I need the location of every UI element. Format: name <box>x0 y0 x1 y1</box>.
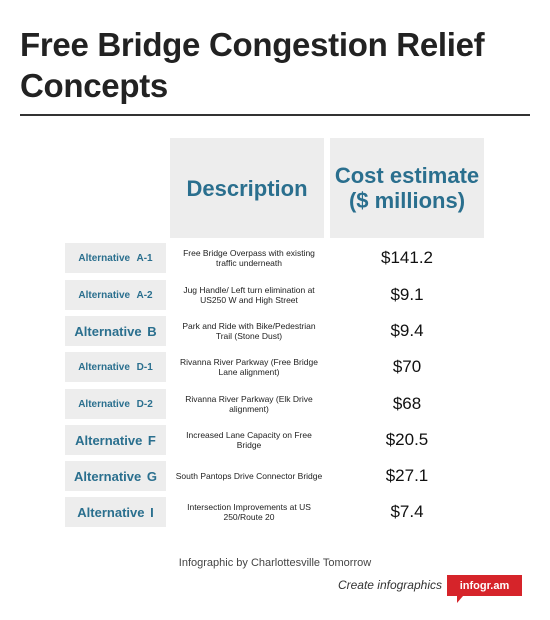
page-title: Free Bridge Congestion Relief Concepts <box>20 26 485 104</box>
description-cell: Rivanna River Parkway (Free Bridge Lane … <box>180 357 318 377</box>
cost-cell: $70 <box>392 357 422 376</box>
table-row: Alternative D-2 Rivanna River Parkway (E… <box>65 389 485 419</box>
alternative-label: Alternative D-2 <box>65 389 166 419</box>
cost-cell: $9.1 <box>390 285 424 304</box>
table-row: Alternative F Increased Lane Capacity on… <box>65 425 485 455</box>
description-cell: Rivanna River Parkway (Elk Drive alignme… <box>185 394 313 414</box>
alternative-label: Alternative B <box>65 316 166 346</box>
description-cell: Jug Handle/ Left turn elimination at US2… <box>183 285 315 305</box>
description-cell: Park and Ride with Bike/Pedestrian Trail… <box>182 321 316 341</box>
cost-cell: $141.2 <box>381 248 433 267</box>
infographic-credit: Infographic by Charlottesville Tomorrow <box>178 557 372 569</box>
description-cell: Free Bridge Overpass with existing traff… <box>183 248 315 268</box>
alternative-label: Alternative F <box>65 425 166 455</box>
infogram-logo-link[interactable]: infogr.am <box>447 575 522 596</box>
table-row: Alternative I Intersection Improvements … <box>65 497 485 527</box>
cost-cell: $68 <box>392 394 422 413</box>
cost-cell: $27.1 <box>385 466 429 485</box>
cost-cell: $9.4 <box>390 321 424 340</box>
table-row: Alternative D-1 Rivanna River Parkway (F… <box>65 352 485 382</box>
cost-cell: $7.4 <box>390 502 424 521</box>
badge-tail-icon <box>457 596 463 603</box>
description-column-header: Description <box>170 138 324 238</box>
alternative-label: Alternative I <box>65 497 166 527</box>
title-divider <box>20 114 530 116</box>
alternative-label: Alternative D-1 <box>65 352 166 382</box>
description-cell: South Pantops Drive Connector Bridge <box>175 471 323 481</box>
table-row: Alternative A-1 Free Bridge Overpass wit… <box>65 243 485 273</box>
table-row: Alternative G South Pantops Drive Connec… <box>65 461 485 491</box>
alternative-label: Alternative A-1 <box>65 243 166 273</box>
description-cell: Increased Lane Capacity on Free Bridge <box>186 430 312 450</box>
alternative-label: Alternative A-2 <box>65 280 166 310</box>
cost-column-header: Cost estimate ($ millions) <box>330 138 484 238</box>
table-row: Alternative B Park and Ride with Bike/Pe… <box>65 316 485 346</box>
table-row: Alternative A-2 Jug Handle/ Left turn el… <box>65 280 485 310</box>
alternative-label: Alternative G <box>65 461 166 491</box>
create-infographics-link[interactable]: Create infographics <box>337 578 442 592</box>
description-cell: Intersection Improvements at US 250/Rout… <box>187 502 311 522</box>
cost-cell: $20.5 <box>385 430 429 449</box>
